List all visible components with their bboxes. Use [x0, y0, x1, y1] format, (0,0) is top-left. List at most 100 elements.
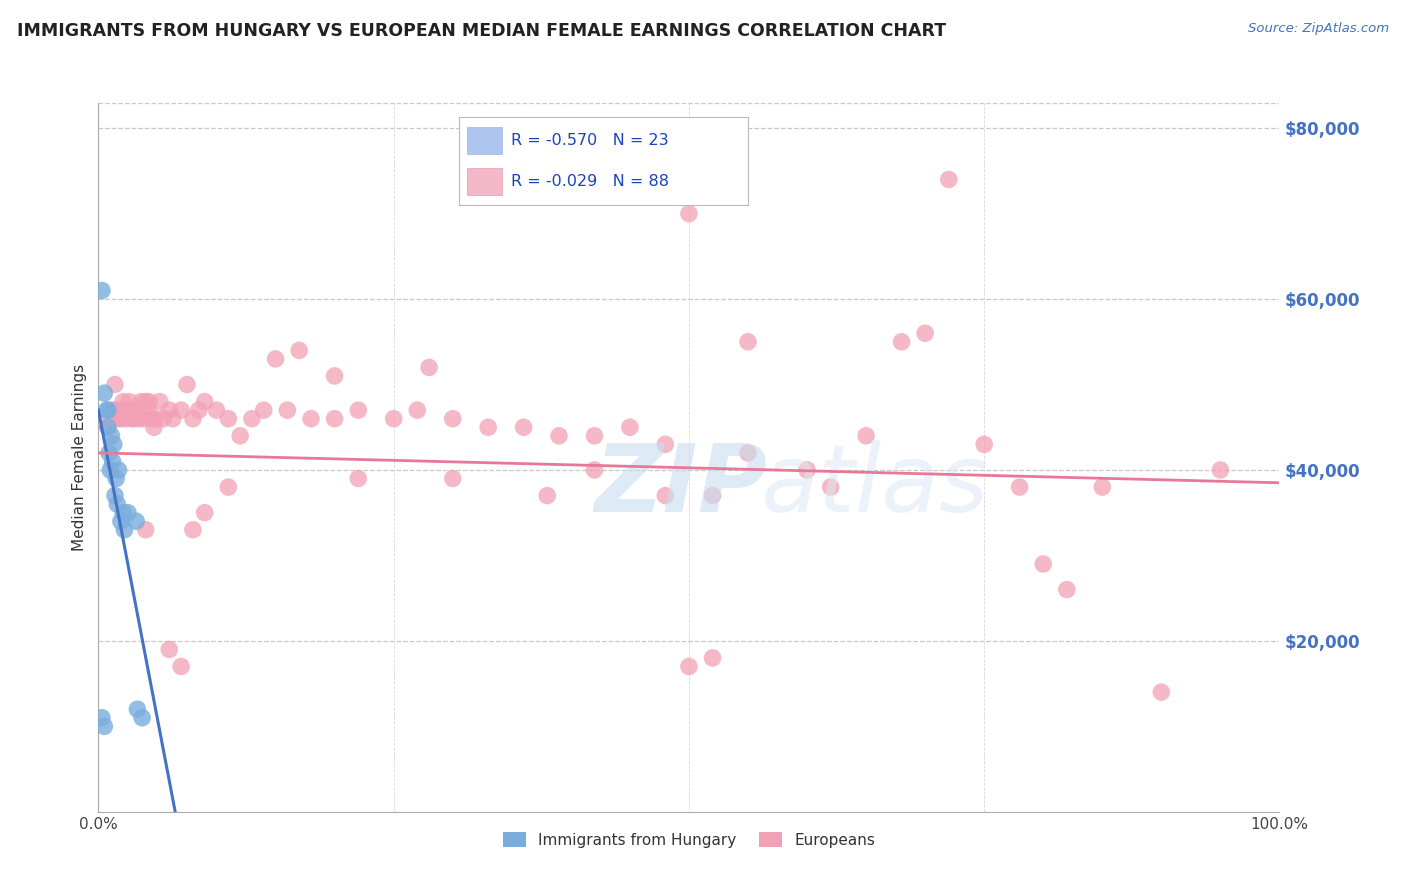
Point	[97, 403, 120, 417]
Point	[217, 411, 239, 425]
Point	[890, 334, 912, 349]
Point	[112, 523, 135, 537]
Point	[122, 411, 145, 425]
Point	[1056, 582, 1078, 597]
Legend: Immigrants from Hungary, Europeans: Immigrants from Hungary, Europeans	[496, 825, 882, 854]
Text: IMMIGRANTS FROM HUNGARY VS EUROPEAN MEDIAN FEMALE EARNINGS CORRELATION CHART: IMMIGRANTS FROM HUNGARY VS EUROPEAN MEDI…	[17, 22, 946, 40]
Point	[142, 420, 165, 434]
Point	[108, 403, 131, 417]
Point	[536, 489, 558, 503]
Point	[114, 411, 136, 425]
Point	[583, 429, 606, 443]
Point	[103, 437, 125, 451]
Point	[118, 394, 141, 409]
Point	[141, 411, 163, 425]
Point	[101, 403, 124, 417]
Point	[135, 523, 157, 537]
Point	[112, 403, 135, 417]
Point	[583, 463, 606, 477]
Point	[240, 411, 263, 425]
Point	[276, 403, 298, 417]
Point	[127, 702, 149, 716]
Point	[477, 420, 499, 434]
Point	[98, 446, 121, 460]
Point	[104, 377, 127, 392]
Point	[938, 172, 960, 186]
Point	[702, 489, 724, 503]
Point	[98, 463, 121, 477]
Point	[93, 386, 115, 401]
Point	[135, 394, 157, 409]
Point	[914, 326, 936, 341]
Point	[170, 403, 193, 417]
Point	[132, 411, 155, 425]
Point	[105, 471, 128, 485]
Point	[299, 411, 322, 425]
Point	[654, 437, 676, 451]
Point	[105, 411, 128, 425]
Point	[103, 403, 125, 417]
Point	[181, 523, 204, 537]
Point	[111, 403, 134, 417]
Point	[820, 480, 842, 494]
Point	[678, 659, 700, 673]
Point	[1032, 557, 1054, 571]
Point	[217, 480, 239, 494]
Point	[382, 411, 405, 425]
Text: ZIP: ZIP	[595, 440, 768, 532]
Point	[170, 659, 193, 673]
Point	[152, 411, 174, 425]
Point	[157, 403, 180, 417]
Point	[737, 446, 759, 460]
Point	[97, 420, 120, 434]
Point	[97, 420, 120, 434]
Point	[1150, 685, 1173, 699]
Point	[1209, 463, 1232, 477]
Point	[796, 463, 818, 477]
Point	[93, 719, 115, 733]
Point	[98, 411, 121, 425]
Point	[91, 284, 114, 298]
Point	[512, 420, 534, 434]
Point	[205, 403, 228, 417]
Point	[323, 369, 346, 384]
Point	[654, 489, 676, 503]
Point	[121, 403, 143, 417]
Y-axis label: Median Female Earnings: Median Female Earnings	[72, 364, 87, 550]
Point	[149, 394, 172, 409]
Point	[264, 351, 287, 366]
Point	[107, 463, 129, 477]
Point	[110, 411, 132, 425]
Point	[855, 429, 877, 443]
Point	[117, 506, 139, 520]
Point	[229, 429, 252, 443]
Point	[157, 642, 180, 657]
Point	[194, 506, 217, 520]
Point	[112, 394, 135, 409]
Point	[91, 711, 114, 725]
Point	[101, 454, 124, 468]
Point	[347, 471, 370, 485]
Point	[112, 506, 135, 520]
Point	[253, 403, 276, 417]
Point	[96, 403, 118, 417]
Point	[138, 394, 160, 409]
Point	[678, 207, 700, 221]
Point	[194, 394, 217, 409]
Text: Source: ZipAtlas.com: Source: ZipAtlas.com	[1249, 22, 1389, 36]
Point	[323, 411, 346, 425]
Point	[1008, 480, 1031, 494]
Point	[347, 403, 370, 417]
Point	[162, 411, 184, 425]
Point	[131, 711, 153, 725]
Point	[418, 360, 440, 375]
Point	[737, 334, 759, 349]
Point	[117, 403, 139, 417]
Point	[288, 343, 311, 358]
Point	[702, 651, 724, 665]
Text: atlas: atlas	[759, 440, 988, 531]
Point	[104, 489, 127, 503]
Point	[619, 420, 641, 434]
Point	[973, 437, 995, 451]
Point	[441, 471, 464, 485]
